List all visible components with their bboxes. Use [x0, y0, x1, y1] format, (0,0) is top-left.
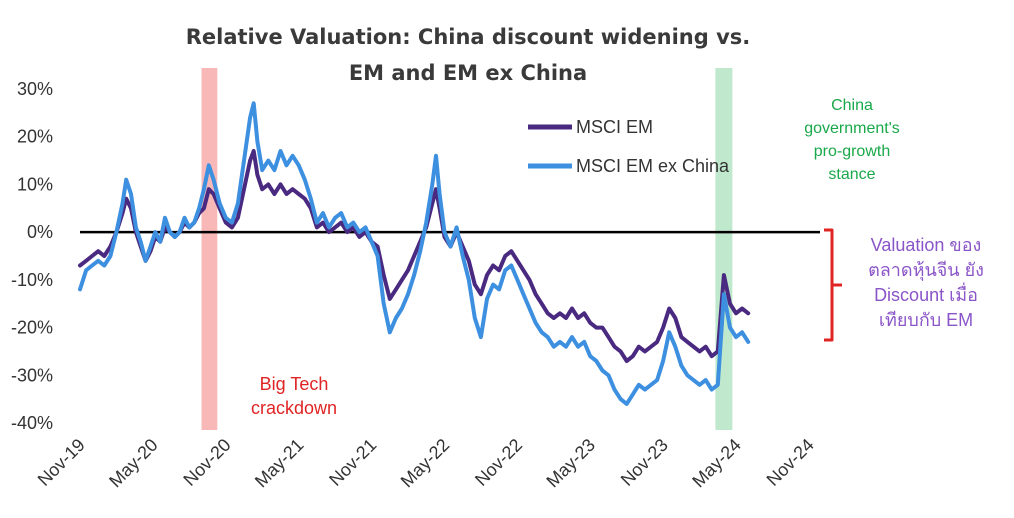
y-tick-label: 0% [27, 222, 53, 242]
y-tick-label: -20% [11, 318, 53, 338]
chart-title-line1: Relative Valuation: China discount widen… [186, 25, 751, 49]
annotation-big-tech-line2: crackdown [251, 398, 337, 418]
band-big-tech-crackdown [201, 68, 218, 430]
y-tick-label: -10% [11, 270, 53, 290]
x-tick-label: Nov-22 [471, 435, 526, 490]
y-tick-label: 10% [17, 174, 53, 194]
annotation-china-gov-line2: government's [804, 120, 900, 137]
legend: MSCI EM MSCI EM ex China [528, 117, 730, 176]
valuation-bracket [824, 228, 842, 342]
x-tick-label: Nov-23 [617, 435, 672, 490]
annotation-big-tech: Big Tech crackdown [251, 374, 337, 418]
annotation-valuation: Valuation ของ ตลาดหุ้นจีน ยัง Discount เ… [868, 235, 984, 330]
annotation-china-gov-line3: pro-growth [814, 143, 890, 160]
y-tick-label: -40% [11, 413, 53, 433]
x-tick-label: Nov-24 [763, 435, 818, 490]
annotation-valuation-line2: ตลาดหุ้นจีน ยัง [868, 260, 984, 281]
x-tick-label: May-20 [105, 435, 162, 492]
annotation-china-gov-line4: stance [828, 166, 875, 183]
x-tick-label: May-22 [397, 435, 454, 492]
y-tick-label: 30% [17, 79, 53, 99]
chart-title-line2: EM and EM ex China [349, 61, 587, 85]
legend-label-msci-em-ex-china: MSCI EM ex China [576, 156, 730, 176]
x-tick-label: May-21 [251, 435, 308, 492]
series-line-msci-em-ex-china [78, 101, 751, 406]
x-tick-label: Nov-19 [34, 435, 89, 490]
x-axis-ticks: Nov-19 May-20 Nov-20 May-21 Nov-21 May-22 Nov-… [34, 435, 818, 492]
y-tick-label: -30% [11, 365, 53, 385]
annotation-china-gov-line1: China [831, 97, 873, 114]
annotation-china-gov: China government's pro-growth stance [804, 97, 900, 183]
y-tick-label: 20% [17, 127, 53, 147]
x-tick-label: Nov-20 [179, 435, 234, 490]
annotation-valuation-line1: Valuation ของ [871, 235, 982, 255]
annotation-big-tech-line1: Big Tech [260, 374, 329, 394]
x-tick-label: May-24 [688, 435, 745, 492]
x-tick-label: May-23 [542, 435, 599, 492]
annotation-valuation-line4: เทียบกับ EM [879, 310, 973, 330]
y-axis-ticks: 30% 20% 10% 0% -10% -20% -30% -40% [11, 79, 53, 433]
x-tick-label: Nov-21 [325, 435, 380, 490]
annotation-valuation-line3: Discount เมื่อ [874, 282, 978, 305]
series-line-msci-em [78, 149, 751, 363]
legend-label-msci-em: MSCI EM [576, 117, 653, 137]
